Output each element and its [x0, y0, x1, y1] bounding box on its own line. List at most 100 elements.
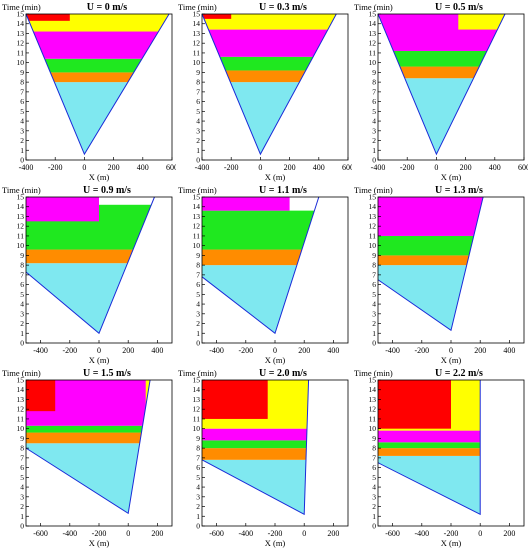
y-tick-label: 6 [196, 463, 200, 472]
x-tick-label: 200 [151, 529, 163, 538]
y-tick-label: 12 [17, 405, 25, 414]
y-tick-label: 1 [196, 512, 200, 521]
y-tick-label: 1 [196, 329, 200, 338]
x-tick-label: 0 [273, 346, 277, 355]
y-tick-label: 8 [372, 444, 376, 453]
y-tick-label: 2 [20, 502, 24, 511]
y-tick-label: 0 [196, 522, 200, 531]
time-band [26, 197, 99, 222]
time-band [378, 66, 506, 79]
y-tick-label: 7 [196, 270, 200, 279]
y-tick-label: 11 [369, 231, 376, 240]
y-tick-label: 14 [193, 19, 201, 28]
y-axis-label: Time (min) [2, 185, 41, 195]
y-tick-label: 12 [193, 405, 201, 414]
y-tick-label: 4 [372, 483, 376, 492]
burn-region [378, 197, 524, 331]
y-tick-label: 1 [372, 329, 376, 338]
y-tick-label: 0 [20, 156, 24, 165]
y-tick-label: 5 [20, 473, 24, 482]
time-band [26, 380, 56, 412]
y-tick-label: 4 [196, 300, 200, 309]
y-tick-label: 11 [193, 231, 200, 240]
y-tick-label: 12 [369, 405, 377, 414]
y-tick-label: 15 [369, 10, 377, 19]
time-band [378, 265, 484, 331]
y-tick-label: 9 [196, 434, 200, 443]
y-tick-label: 11 [369, 414, 376, 423]
y-tick-label: 3 [196, 126, 200, 135]
y-tick-label: 3 [372, 126, 376, 135]
x-tick-label: -200 [92, 529, 107, 538]
time-band [26, 72, 170, 83]
x-tick-label: -200 [400, 163, 415, 172]
time-band [378, 448, 481, 456]
y-tick-label: 11 [193, 48, 200, 57]
y-tick-label: 5 [196, 107, 200, 116]
y-tick-label: 5 [20, 107, 24, 116]
y-tick-label: 14 [17, 385, 25, 394]
time-band [26, 58, 170, 73]
chart-title: U = 1.5 m/s [83, 368, 131, 379]
x-tick-label: 200 [122, 346, 134, 355]
y-tick-label: 9 [372, 68, 376, 77]
y-tick-label: 6 [372, 97, 376, 106]
time-band [26, 14, 70, 21]
x-axis-label: X (m) [265, 355, 286, 365]
y-tick-label: 0 [196, 339, 200, 348]
y-tick-label: 10 [17, 424, 25, 433]
y-tick-label: 10 [193, 241, 201, 250]
y-tick-label: 6 [196, 280, 200, 289]
y-tick-label: 14 [193, 202, 201, 211]
y-tick-label: 10 [369, 58, 377, 67]
y-tick-label: 11 [17, 48, 24, 57]
y-tick-label: 14 [369, 385, 377, 394]
chart-title: U = 0.5 m/s [435, 2, 483, 13]
y-tick-label: 3 [196, 309, 200, 318]
y-tick-label: 9 [20, 68, 24, 77]
x-tick-label: -200 [414, 346, 429, 355]
y-tick-label: 3 [372, 492, 376, 501]
y-tick-label: 15 [369, 193, 377, 202]
x-tick-label: -200 [444, 529, 459, 538]
time-band [509, 197, 524, 255]
y-tick-label: 11 [193, 414, 200, 423]
y-tick-label: 0 [20, 522, 24, 531]
y-tick-label: 5 [372, 107, 376, 116]
y-tick-label: 1 [196, 146, 200, 155]
x-tick-label: 600 [518, 163, 528, 172]
y-tick-label: 7 [372, 87, 376, 96]
y-tick-label: 14 [193, 385, 201, 394]
y-tick-label: 2 [20, 136, 24, 145]
y-tick-label: 8 [20, 78, 24, 87]
y-tick-label: 4 [372, 300, 376, 309]
x-tick-label: -200 [224, 163, 239, 172]
time-band [145, 380, 151, 426]
y-tick-label: 7 [20, 270, 24, 279]
time-band [202, 428, 309, 441]
time-band [202, 29, 337, 57]
y-tick-label: 8 [372, 78, 376, 87]
y-tick-label: 10 [369, 241, 377, 250]
burn-region [202, 197, 319, 334]
time-band [26, 432, 151, 444]
time-band [26, 443, 151, 514]
time-band [202, 197, 290, 211]
y-tick-label: 15 [193, 376, 201, 385]
axes-frame [377, 13, 525, 161]
time-band [202, 82, 337, 155]
y-tick-label: 8 [20, 444, 24, 453]
y-tick-label: 4 [20, 483, 24, 492]
y-tick-label: 3 [372, 309, 376, 318]
y-tick-label: 1 [372, 512, 376, 521]
time-band [26, 502, 114, 514]
x-tick-label: 0 [478, 529, 482, 538]
y-axis-label: Time (min) [178, 368, 217, 378]
y-tick-label: 13 [193, 395, 201, 404]
x-tick-label: 0 [302, 529, 306, 538]
y-tick-label: 11 [17, 231, 24, 240]
y-tick-label: 8 [20, 261, 24, 270]
y-tick-label: 15 [193, 10, 201, 19]
y-tick-label: 9 [20, 251, 24, 260]
